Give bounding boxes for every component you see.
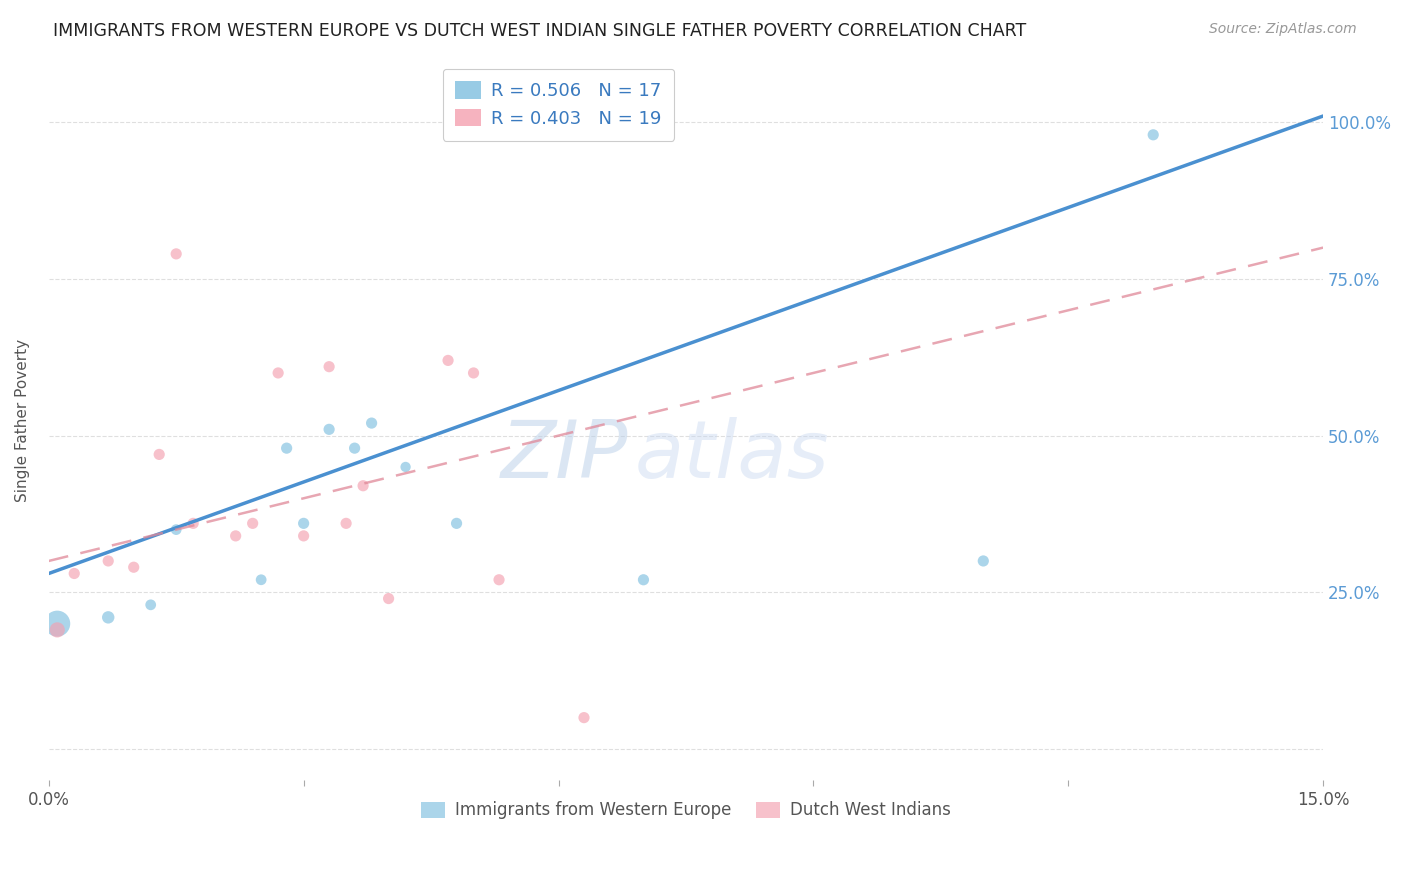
Point: [360, 416, 382, 430]
Point: [267, 366, 290, 380]
Point: [446, 516, 468, 531]
Point: [972, 554, 994, 568]
Point: [318, 422, 340, 436]
Point: [394, 459, 416, 474]
Point: [488, 573, 510, 587]
Y-axis label: Single Father Poverty: Single Father Poverty: [15, 338, 30, 501]
Point: [463, 128, 485, 142]
Point: [165, 523, 187, 537]
Legend: Immigrants from Western Europe, Dutch West Indians: Immigrants from Western Europe, Dutch We…: [415, 795, 957, 826]
Point: [97, 610, 120, 624]
Point: [148, 447, 170, 461]
Point: [250, 573, 273, 587]
Point: [63, 566, 86, 581]
Point: [46, 623, 69, 637]
Text: IMMIGRANTS FROM WESTERN EUROPE VS DUTCH WEST INDIAN SINGLE FATHER POVERTY CORREL: IMMIGRANTS FROM WESTERN EUROPE VS DUTCH …: [53, 22, 1026, 40]
Point: [242, 516, 264, 531]
Point: [292, 529, 315, 543]
Point: [633, 573, 655, 587]
Point: [165, 247, 187, 261]
Point: [97, 554, 120, 568]
Point: [1142, 128, 1164, 142]
Text: atlas: atlas: [636, 417, 830, 495]
Point: [572, 711, 595, 725]
Point: [225, 529, 247, 543]
Point: [292, 516, 315, 531]
Point: [335, 516, 357, 531]
Point: [122, 560, 145, 574]
Point: [463, 366, 485, 380]
Text: ZIP: ZIP: [501, 417, 628, 495]
Point: [352, 479, 374, 493]
Point: [318, 359, 340, 374]
Point: [181, 516, 204, 531]
Point: [276, 441, 298, 455]
Text: Source: ZipAtlas.com: Source: ZipAtlas.com: [1209, 22, 1357, 37]
Point: [139, 598, 162, 612]
Point: [46, 616, 69, 631]
Point: [437, 353, 460, 368]
Point: [343, 441, 366, 455]
Point: [377, 591, 399, 606]
Point: [488, 128, 510, 142]
